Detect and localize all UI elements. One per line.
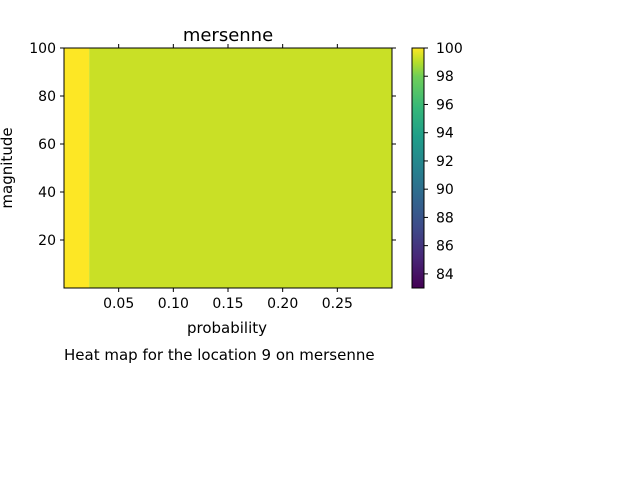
chart-caption: Heat map for the location 9 on mersenne (64, 346, 375, 364)
plot-area (63, 47, 393, 289)
x-axis-label: probability (187, 319, 267, 337)
y-tick-label: 100 (29, 41, 56, 57)
chart-title: mersenne (183, 25, 273, 46)
y-tick-label: 60 (38, 137, 56, 153)
x-tick-label: 0.15 (212, 296, 243, 312)
x-tick-label: 0.25 (322, 296, 353, 312)
heatmap-cell-1 (89, 48, 392, 288)
x-tick-label: 0.20 (267, 296, 298, 312)
colorbar-tick-label: 98 (436, 69, 454, 85)
y-axis: 20 40 60 80 100 (29, 41, 396, 249)
colorbar-tick-label: 94 (436, 126, 454, 142)
x-axis: 0.05 0.10 0.15 0.20 0.25 (103, 44, 353, 312)
colorbar (411, 47, 425, 289)
x-tick-label: 0.10 (158, 296, 189, 312)
colorbar-tick-label: 86 (436, 239, 454, 255)
y-tick-label: 40 (38, 185, 56, 201)
y-axis-label: magnitude (0, 127, 16, 208)
colorbar-axis: 84 86 88 90 92 94 96 98 100 (424, 41, 463, 283)
colorbar-tick-label: 96 (436, 97, 454, 113)
colorbar-tick-label: 88 (436, 210, 454, 226)
y-tick-label: 20 (38, 233, 56, 249)
colorbar-tick-label: 90 (436, 182, 454, 198)
colorbar-tick-label: 84 (436, 267, 454, 283)
colorbar-tick-label: 100 (436, 41, 463, 57)
colorbar-tick-label: 92 (436, 154, 454, 170)
y-tick-label: 80 (38, 89, 56, 105)
heatmap-cell-0 (64, 48, 90, 288)
x-tick-label: 0.05 (103, 296, 134, 312)
